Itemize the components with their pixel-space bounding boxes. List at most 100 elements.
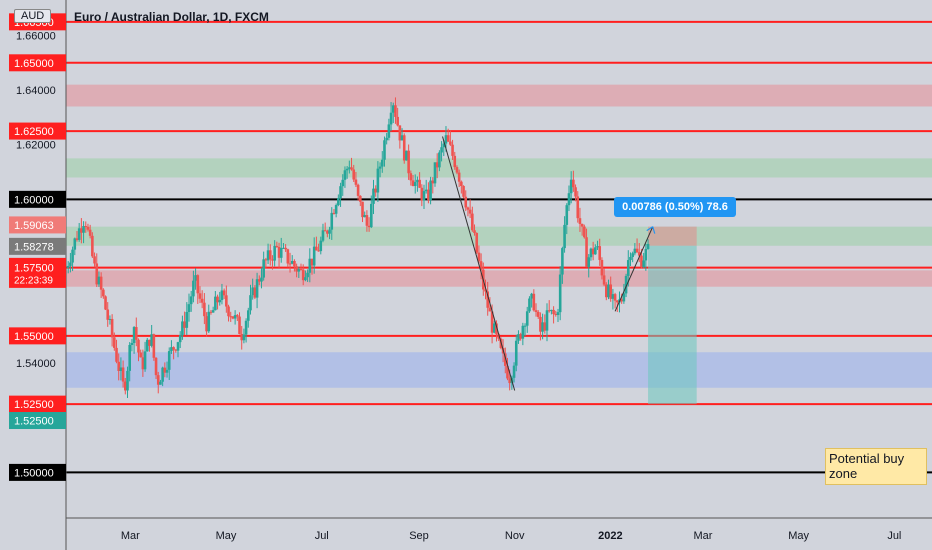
candle-body [290, 260, 294, 264]
candle-body [95, 263, 99, 285]
candle [517, 330, 520, 344]
candle-body [315, 246, 318, 251]
candle-body [181, 321, 184, 336]
candle [464, 190, 468, 212]
candle [644, 243, 648, 271]
candle-body [82, 226, 85, 233]
candle-body [583, 226, 586, 238]
candle [429, 176, 432, 205]
candle-body [644, 248, 648, 261]
candle-body [602, 275, 606, 285]
candle-body [495, 323, 498, 335]
candle [192, 270, 195, 303]
candle-body [440, 147, 443, 153]
candle [69, 252, 72, 273]
measure-label: 0.00786 (0.50%) 78.6 [614, 197, 736, 217]
candle [257, 275, 261, 286]
candle-body [249, 295, 252, 311]
candle-body [255, 279, 259, 298]
candle [284, 244, 287, 252]
candle [519, 332, 522, 341]
candle [321, 223, 325, 243]
candle [578, 207, 582, 232]
candle [385, 132, 388, 145]
candle-body [451, 144, 454, 156]
candle-body [321, 230, 325, 241]
candle-body [585, 237, 588, 268]
candle-body [341, 179, 345, 187]
candle [91, 232, 94, 259]
note-box[interactable]: Potential buy zone [825, 448, 927, 485]
candle-body [244, 320, 248, 335]
candle [583, 224, 586, 239]
candle-body [497, 334, 500, 339]
candle [433, 162, 437, 187]
price-tag-label: 1.50000 [14, 467, 54, 479]
candle [611, 288, 615, 310]
candle-body [194, 275, 197, 281]
candle [200, 290, 204, 309]
price-tag: 1.52500 [9, 395, 66, 413]
candle-body [514, 340, 518, 366]
candle-body [196, 275, 200, 294]
candle-body [69, 262, 72, 266]
candle [367, 217, 371, 232]
candle-body [464, 196, 468, 208]
price-tag: 1.57500 [9, 259, 66, 277]
candle [253, 285, 257, 300]
candle-body [113, 337, 116, 348]
candle [189, 290, 193, 312]
position-target-zone [648, 226, 697, 246]
candle [646, 239, 650, 250]
candle [167, 347, 171, 380]
candle-body [598, 246, 602, 260]
candle-body [438, 152, 441, 168]
candle [304, 270, 307, 282]
candle [361, 201, 364, 223]
candle [413, 174, 417, 194]
candle [216, 294, 219, 310]
candle-body [124, 381, 127, 391]
candle [514, 334, 518, 372]
candle [330, 207, 334, 240]
price-tag-box [9, 54, 66, 72]
candle-body [435, 162, 439, 168]
candle [185, 302, 189, 336]
candle-body [611, 294, 615, 299]
candle [106, 302, 110, 327]
candle-body [471, 213, 474, 231]
zone-red-0 [66, 84, 932, 107]
candle [405, 150, 408, 161]
candle [290, 255, 294, 265]
candle [398, 125, 402, 149]
candle [128, 342, 131, 382]
candle-body [279, 248, 283, 258]
candle-body [365, 215, 369, 226]
candle-body [389, 112, 393, 125]
candle [532, 289, 536, 312]
candle-body [605, 284, 608, 298]
candle-body [594, 247, 597, 255]
candle [427, 182, 430, 204]
candle-body [262, 259, 265, 278]
candle-body [416, 179, 419, 183]
candle-body [532, 293, 536, 311]
candle-body [413, 182, 417, 187]
candle-body [547, 310, 551, 312]
candle-body [363, 215, 367, 218]
candle [422, 184, 426, 210]
candle-body [216, 296, 219, 303]
candle-body [607, 284, 610, 298]
candle [572, 170, 575, 192]
candle-body [396, 116, 399, 126]
candle-body [508, 378, 511, 384]
price-tag: 1.52500 [9, 412, 66, 430]
candle [363, 211, 367, 218]
candle-body [356, 184, 360, 196]
candle [315, 236, 318, 251]
candle-body [536, 311, 540, 317]
candle-body [633, 248, 637, 254]
candle-body [484, 289, 487, 292]
candle-body [93, 256, 96, 264]
